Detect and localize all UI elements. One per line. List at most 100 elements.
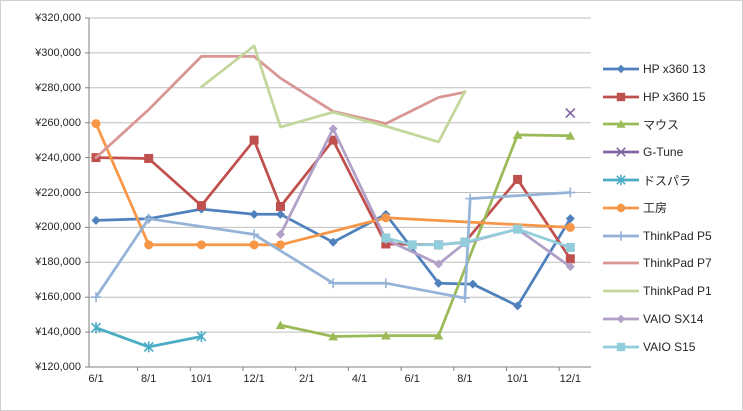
diamond-marker: [434, 259, 444, 269]
triangle-marker: [616, 120, 626, 129]
y-axis-label: ¥240,000: [35, 151, 81, 164]
legend-label: VAIO S15: [643, 339, 696, 354]
y-axis-label: ¥320,000: [35, 12, 81, 24]
legend-label: HP x360 13: [643, 61, 706, 76]
diamond-marker: [468, 279, 478, 289]
x-axis-label: 6/1: [88, 373, 104, 385]
square-marker: [381, 233, 391, 243]
legend-marker: [603, 262, 639, 265]
y-axis-label: ¥120,000: [35, 361, 81, 373]
diamond-marker: [565, 262, 575, 272]
triangle-marker: [565, 131, 576, 140]
legend-item: HP x360 13: [602, 55, 742, 83]
diamond-marker: [91, 215, 101, 225]
plus-marker: [565, 187, 576, 198]
legend-item: VAIO S15: [602, 333, 742, 361]
circle-marker: [275, 240, 285, 250]
circle-marker: [616, 203, 626, 213]
legend-marker: [603, 230, 639, 241]
diamond-marker: [616, 64, 626, 74]
series-line: [94, 191, 572, 300]
square-marker: [144, 153, 154, 163]
series-line: [279, 133, 572, 338]
square-marker: [249, 135, 259, 145]
legend-label: G-Tune: [643, 145, 684, 160]
x-marker: [565, 108, 576, 119]
y-axis-label: ¥280,000: [35, 81, 81, 94]
legend-marker: [603, 64, 639, 74]
legend-label: ThinkPad P1: [643, 284, 712, 299]
triangle-marker: [433, 331, 444, 340]
legend-item: HP x360 15: [602, 83, 742, 111]
legend-item: マウス: [602, 111, 742, 139]
legend-item: ドスパラ: [602, 166, 742, 194]
legend-marker: [603, 147, 639, 158]
square-marker: [565, 242, 575, 252]
x-axis-label: 10/1: [190, 373, 213, 385]
legend-label: ドスパラ: [643, 173, 692, 188]
plus-marker: [616, 230, 626, 241]
asterisk-marker: [616, 174, 626, 186]
y-axis-label: ¥160,000: [35, 291, 81, 304]
legend-marker: [603, 342, 639, 352]
x-axis-label: 2/1: [299, 373, 315, 385]
legend-item: 工房: [602, 194, 742, 222]
plus-marker: [459, 293, 470, 304]
plus-marker: [380, 278, 391, 289]
legend-marker: [603, 289, 639, 293]
square-marker: [196, 201, 206, 211]
square-marker: [328, 135, 338, 145]
asterisk-marker: [143, 341, 154, 353]
square-marker: [513, 174, 523, 184]
square-marker: [407, 240, 417, 250]
y-axis-label: ¥220,000: [35, 186, 81, 199]
plus-marker: [249, 229, 260, 240]
square-marker: [460, 237, 470, 247]
square-marker: [513, 224, 523, 234]
triangle-marker: [512, 130, 523, 139]
legend-marker: [603, 203, 639, 213]
legend-label: 工房: [643, 201, 668, 216]
legend-marker: [603, 92, 639, 101]
x-axis-label: 6/1: [404, 373, 420, 385]
x-axis-label: 12/1: [559, 373, 582, 385]
series-line: [94, 55, 467, 159]
plus-marker: [143, 213, 154, 224]
circle-marker: [381, 213, 391, 223]
asterisk-marker: [90, 322, 102, 334]
legend-marker: [603, 120, 639, 129]
legend-item: ThinkPad P5: [602, 222, 742, 250]
legend-item: G-Tune: [602, 138, 742, 166]
diamond-marker: [513, 301, 523, 311]
legend-label: VAIO SX14: [643, 312, 704, 327]
circle-marker: [565, 222, 575, 232]
legend-label: ThinkPad P5: [643, 228, 712, 243]
y-axis-label: ¥300,000: [35, 46, 81, 59]
diamond-marker: [565, 214, 575, 224]
legend-item: ThinkPad P1: [602, 277, 742, 305]
legend-item: ThinkPad P7: [602, 250, 742, 278]
y-axis-label: ¥180,000: [35, 256, 81, 269]
plus-marker: [91, 292, 101, 303]
x-axis-label: 8/1: [457, 373, 473, 385]
series-line: [200, 44, 467, 144]
legend-label: マウス: [643, 117, 680, 132]
x-marker: [616, 147, 626, 158]
diamond-marker: [275, 229, 285, 239]
y-axis-label: ¥260,000: [35, 116, 81, 129]
square-marker: [275, 201, 285, 211]
plus-marker: [328, 278, 339, 289]
legend-marker: [603, 174, 639, 186]
triangle-marker: [275, 320, 286, 330]
diamond-marker: [616, 314, 626, 324]
y-axis-label: ¥140,000: [35, 326, 81, 339]
square-marker: [616, 92, 626, 101]
circle-marker: [144, 240, 154, 250]
asterisk-marker: [196, 330, 207, 342]
legend-marker: [603, 314, 639, 324]
diamond-marker: [434, 278, 444, 288]
square-marker: [434, 240, 444, 250]
legend-label: HP x360 15: [643, 89, 706, 104]
